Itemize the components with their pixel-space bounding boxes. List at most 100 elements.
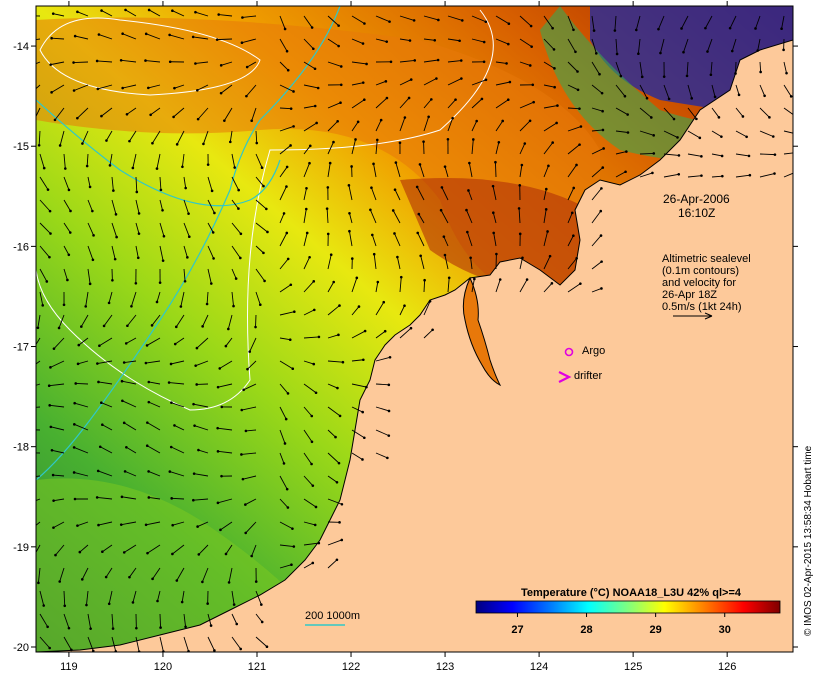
velocity-arrow: [639, 130, 654, 136]
velocity-arrow: [157, 590, 161, 602]
velocity-arrow: [591, 148, 604, 155]
velocity-arrow-head: [84, 305, 88, 308]
velocity-arrow-head: [124, 8, 127, 12]
velocity-arrow: [279, 84, 294, 92]
velocity-arrow-head: [260, 166, 264, 170]
velocity-arrow-head: [32, 347, 35, 350]
velocity-arrow: [101, 402, 113, 408]
velocity-arrow: [75, 35, 89, 40]
velocity-arrow-head: [354, 138, 357, 141]
velocity-arrow: [129, 130, 137, 142]
velocity-arrow-head: [442, 235, 446, 238]
velocity-arrow-head: [553, 85, 556, 89]
velocity-arrow-head: [211, 231, 215, 234]
velocity-arrow-head: [168, 33, 171, 37]
velocity-arrow: [707, 38, 713, 52]
velocity-arrow-head: [385, 96, 389, 100]
velocity-arrow: [195, 61, 209, 64]
velocity-arrow-head: [407, 96, 411, 100]
velocity-arrow-head: [700, 155, 703, 158]
velocity-arrow-head: [134, 281, 138, 285]
velocity-arrow-head: [780, 27, 783, 31]
velocity-arrow-head: [532, 100, 535, 104]
velocity-arrow: [255, 636, 268, 648]
lat-tick-label: -20: [13, 642, 29, 654]
velocity-arrow-head: [232, 603, 236, 606]
velocity-arrow-head: [57, 326, 61, 330]
velocity-arrow: [375, 15, 390, 23]
velocity-arrow-head: [52, 499, 55, 502]
lon-tick-label: 119: [60, 661, 78, 673]
velocity-arrow-head: [67, 626, 71, 630]
velocity-arrow: [348, 185, 353, 201]
velocity-arrow: [519, 15, 532, 27]
velocity-arrow: [97, 84, 113, 90]
velocity-arrow-head: [119, 58, 123, 62]
velocity-arrow: [492, 212, 497, 224]
velocity-arrow: [637, 38, 641, 54]
velocity-arrow: [63, 613, 70, 629]
velocity-arrow: [303, 257, 310, 270]
velocity-arrow-head: [645, 96, 649, 100]
velocity-arrow: [279, 544, 294, 547]
altimetry-line-1: Altimetric sealevel: [662, 253, 751, 265]
velocity-arrow-head: [173, 86, 176, 90]
velocity-arrow-head: [372, 162, 375, 166]
velocity-arrow: [543, 105, 558, 109]
velocity-arrow-head: [376, 280, 380, 284]
velocity-arrow: [279, 258, 289, 270]
velocity-arrow: [639, 84, 648, 99]
velocity-arrow: [303, 452, 312, 465]
velocity-arrow-head: [473, 277, 476, 281]
velocity-arrow-head: [88, 185, 92, 189]
velocity-arrow-head: [191, 35, 195, 39]
velocity-arrow: [159, 245, 164, 261]
velocity-arrow-head: [187, 649, 190, 652]
lat-tick-label: -19: [13, 542, 29, 554]
velocity-arrow: [375, 356, 391, 362]
velocity-arrow: [181, 590, 185, 603]
velocity-arrow-head: [680, 27, 683, 30]
lon-tick-label: 123: [436, 661, 454, 673]
velocity-arrow: [245, 521, 257, 534]
velocity-arrow-head: [119, 523, 123, 526]
velocity-arrow-head: [317, 335, 321, 339]
velocity-arrow: [279, 452, 285, 464]
velocity-arrow: [351, 406, 363, 413]
velocity-arrow-head: [361, 42, 365, 45]
velocity-arrow: [711, 84, 716, 97]
velocity-arrow-head: [312, 280, 316, 283]
velocity-arrow: [279, 564, 292, 569]
velocity-arrow-head: [219, 91, 223, 95]
velocity-arrow: [255, 291, 261, 305]
velocity-arrow: [755, 15, 761, 29]
velocity-arrow-head: [97, 523, 100, 527]
velocity-arrow: [207, 268, 212, 284]
velocity-arrow: [567, 283, 581, 293]
velocity-arrow-head: [785, 71, 788, 75]
velocity-arrow-head: [435, 77, 438, 80]
velocity-arrow: [102, 424, 113, 431]
velocity-arrow: [207, 199, 215, 214]
velocity-arrow-head: [96, 87, 100, 91]
argo-label: Argo: [582, 345, 605, 357]
velocity-arrow: [303, 15, 313, 28]
velocity-arrow: [399, 327, 412, 339]
velocity-arrow-head: [26, 476, 29, 479]
velocity-arrow-head: [388, 20, 391, 23]
velocity-arrow: [375, 80, 387, 86]
velocity-arrow-head: [795, 115, 798, 118]
velocity-arrow: [614, 15, 617, 31]
velocity-arrow: [303, 208, 307, 224]
argo-marker: [564, 347, 574, 357]
velocity-arrow: [639, 172, 653, 178]
velocity-arrow: [687, 130, 701, 139]
velocity-arrow-head: [193, 424, 196, 427]
velocity-arrow-head: [219, 64, 223, 67]
velocity-arrow-head: [50, 36, 53, 40]
velocity-arrow-head: [48, 255, 51, 259]
velocity-arrow: [492, 186, 497, 201]
velocity-arrow-head: [544, 208, 548, 211]
velocity-arrow-head: [553, 67, 556, 70]
velocity-arrow-head: [77, 343, 81, 347]
